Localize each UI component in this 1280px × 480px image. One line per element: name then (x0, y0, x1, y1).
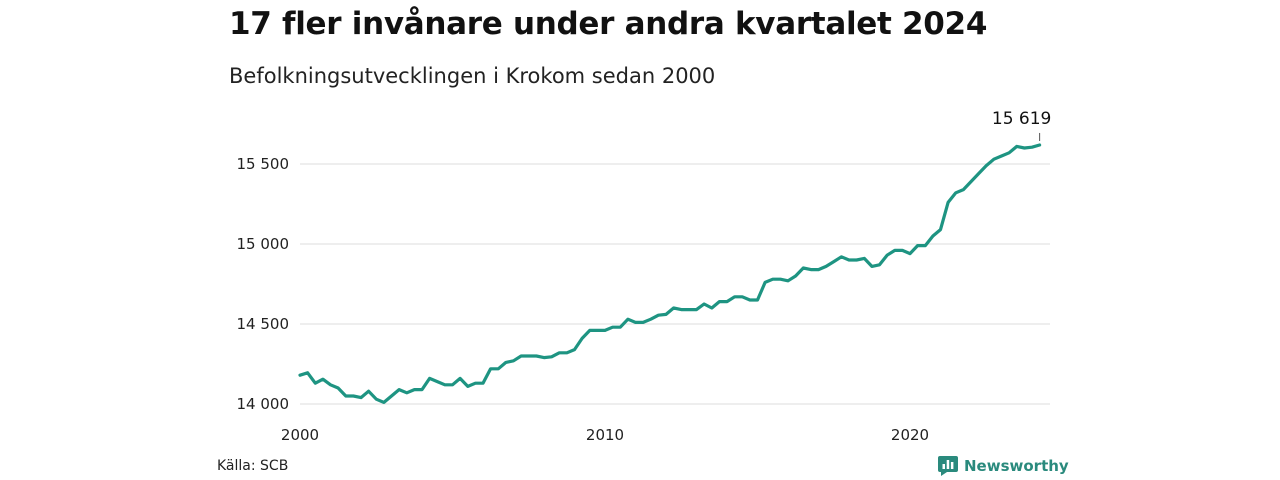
x-axis-ticks: 2000 2010 2020 (281, 426, 929, 444)
x-tick-label: 2000 (281, 426, 319, 444)
annotation-label: 15 619 (992, 109, 1051, 129)
y-tick-label: 15 500 (237, 155, 290, 173)
y-axis-ticks: 14 000 14 500 15 000 15 500 (237, 155, 290, 413)
y-tick-label: 15 000 (237, 235, 290, 253)
brand-name: Newsworthy (964, 457, 1069, 475)
grid-lines (300, 163, 1050, 405)
y-tick-label: 14 500 (237, 315, 290, 333)
series-line-krokom (298, 143, 1042, 404)
brand-logo: Newsworthy (938, 456, 1069, 476)
chart-subtitle: Befolkningsutvecklingen i Krokom sedan 2… (229, 64, 716, 88)
source-note: Källa: SCB (217, 458, 289, 474)
x-tick-label: 2010 (586, 426, 624, 444)
chart-title: 17 fler invånare under andra kvartalet 2… (229, 6, 988, 42)
x-tick-label: 2020 (891, 426, 929, 444)
y-tick-label: 14 000 (237, 395, 290, 413)
newsworthy-logo-icon (938, 456, 958, 476)
